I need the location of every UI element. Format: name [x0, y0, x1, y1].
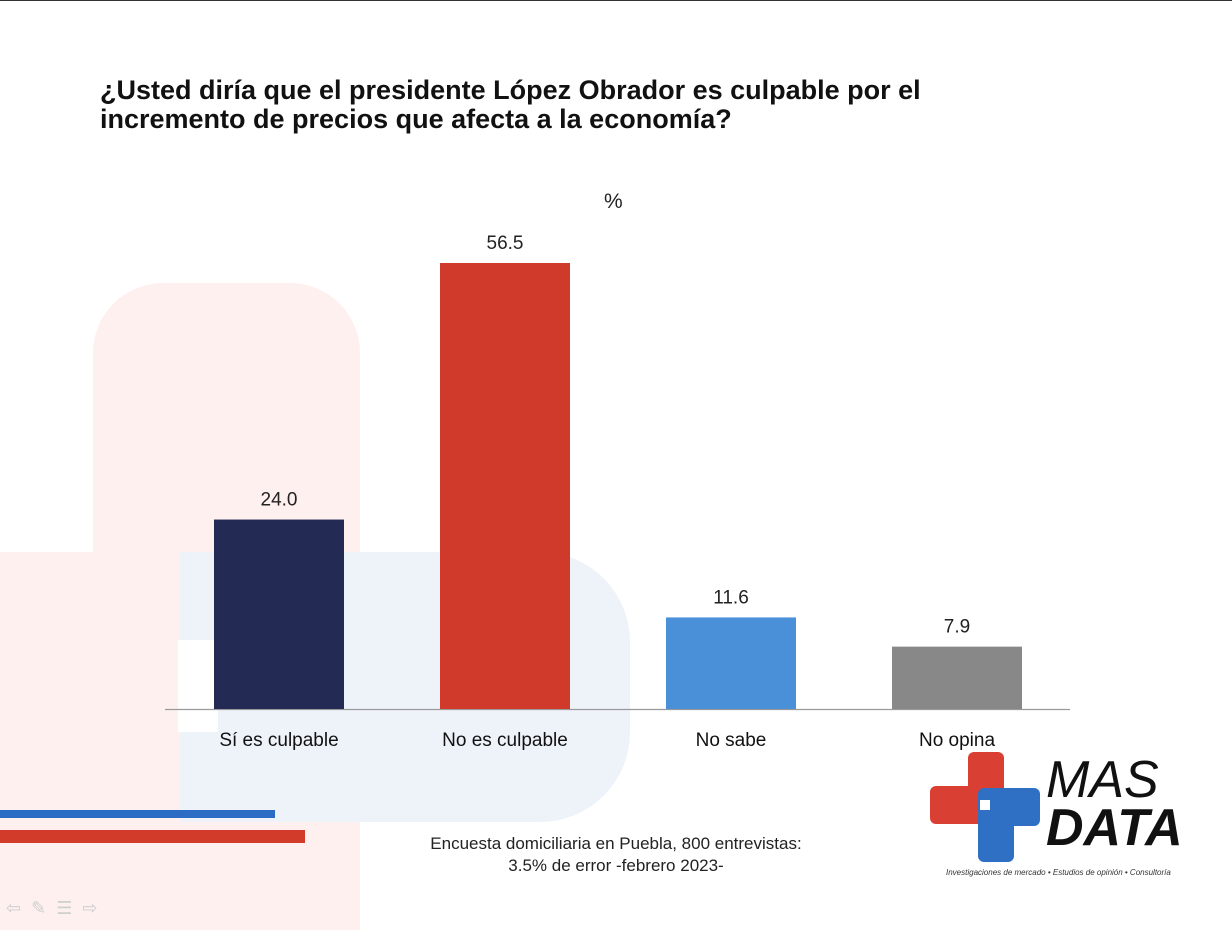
bar-si-es-culpable: [214, 519, 344, 709]
menu-icon[interactable]: ☰: [56, 898, 83, 918]
top-border: [0, 0, 1232, 1]
data-label-no-opina: 7.9: [944, 617, 970, 638]
footnote-line-1: Encuesta domiciliaria en Puebla, 800 ent…: [430, 834, 802, 853]
logo-line-2: DATA: [1046, 799, 1183, 857]
data-label-no-es-culpable: 56.5: [487, 233, 524, 254]
background-shape-white: [178, 640, 218, 732]
tick-label-no-sabe: No sabe: [696, 730, 767, 751]
unit-label: %: [604, 190, 623, 213]
logo-text: MAS DATA: [1046, 751, 1183, 857]
chart-title: ¿Usted diría que el presidente López Obr…: [100, 75, 921, 134]
back-arrow-icon[interactable]: ⇦: [6, 898, 32, 918]
pen-icon[interactable]: ✎: [31, 898, 57, 918]
logo-line-1: MAS: [1046, 751, 1159, 809]
tick-label-no-es-culpable: No es culpable: [442, 730, 568, 751]
slide-nav: ⇦✎☰⇨: [6, 898, 107, 919]
bar-no-sabe: [666, 617, 796, 709]
bar-no-es-culpable: [440, 263, 570, 709]
mas-data-logo-icon: [930, 752, 1040, 862]
background-shape-red-left: [0, 552, 93, 930]
footnote-line-2: 3.5% de error -febrero 2023-: [508, 856, 724, 875]
logo-tagline: Investigaciones de mercado • Estudios de…: [946, 868, 1171, 877]
tick-label-no-opina: No opina: [919, 730, 995, 751]
tick-label-si-es-culpable: Sí es culpable: [219, 730, 338, 751]
footnote: Encuesta domiciliaria en Puebla, 800 ent…: [380, 833, 852, 877]
data-label-no-sabe: 11.6: [713, 587, 749, 608]
forward-arrow-icon[interactable]: ⇨: [82, 898, 108, 918]
decor-stripe-red: [0, 830, 305, 843]
bar-no-opina: [892, 646, 1022, 709]
data-label-si-es-culpable: 24.0: [261, 490, 298, 511]
decor-stripe-blue: [0, 810, 275, 818]
